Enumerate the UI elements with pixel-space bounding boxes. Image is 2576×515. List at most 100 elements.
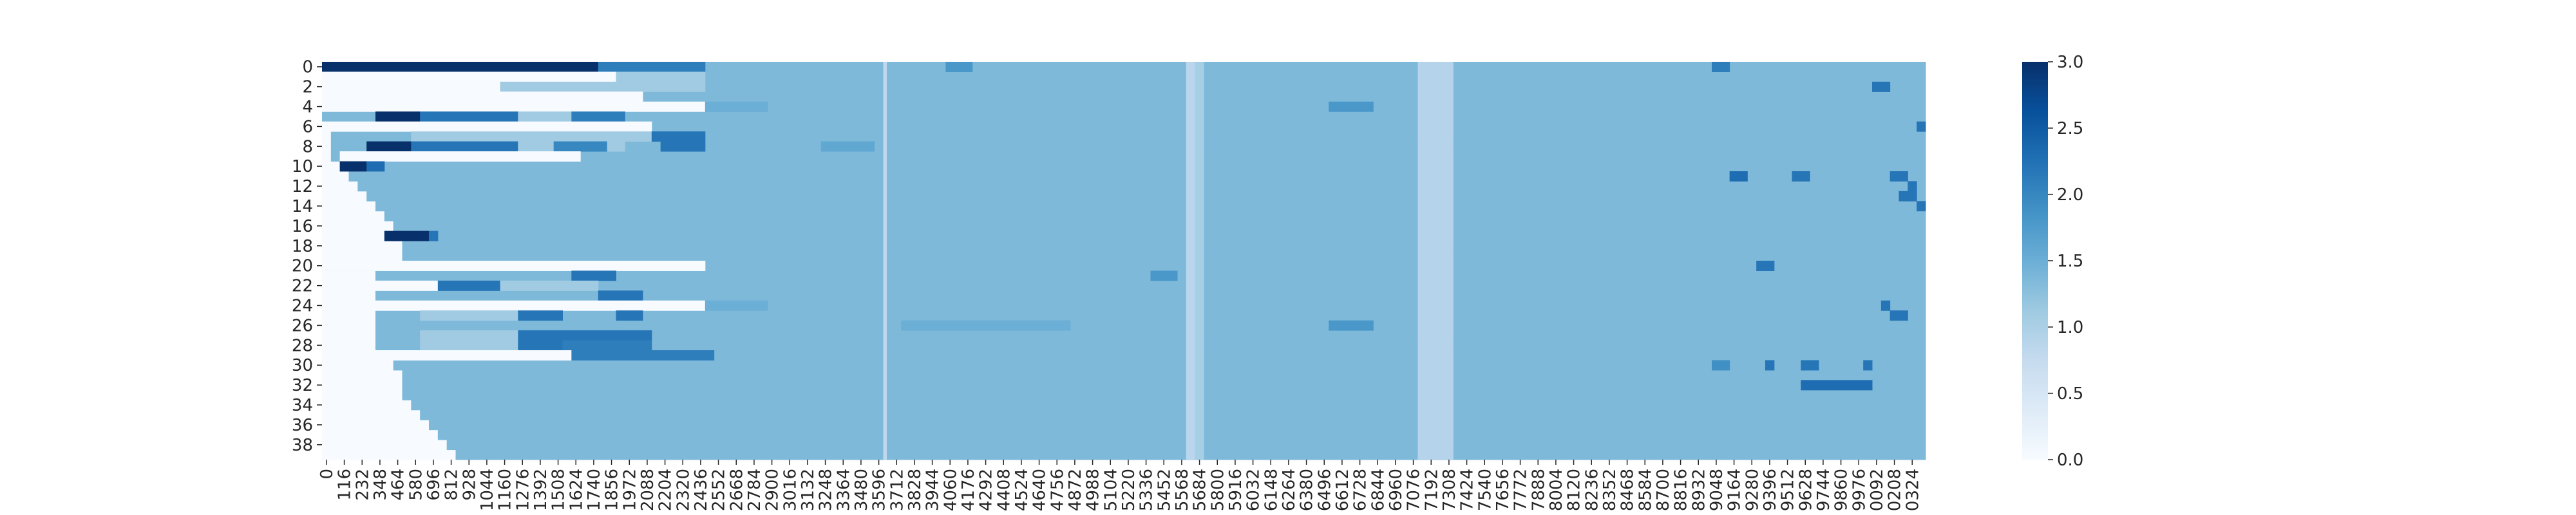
x-tick-label: 9164: [1725, 469, 1745, 511]
heatmap-cell-segment-23: [339, 151, 581, 162]
heatmap-cell-segment-16: [366, 141, 412, 152]
x-tick-label: 580: [406, 469, 426, 501]
x-tick-label: 6496: [1315, 469, 1334, 511]
x-tick-label: 7076: [1405, 469, 1424, 511]
heatmap-cell-segment-28: [322, 261, 706, 271]
x-tick-label: 8468: [1618, 469, 1638, 511]
x-tick-label: 3016: [781, 469, 800, 511]
colorbar-gradient: [2022, 62, 2048, 460]
heatmap-cell-segment-1: [598, 62, 706, 72]
y-tick-label: 34: [292, 396, 313, 415]
x-tick-label: 5336: [1137, 469, 1157, 511]
heatmap-cell-segment-9: [375, 111, 421, 122]
x-tick-label: 6844: [1368, 469, 1388, 511]
heatmap-cell-segment-18: [518, 141, 554, 152]
heatmap-cell-segment-64: [1801, 360, 1819, 371]
heatmap-cell-segment-41: [607, 330, 652, 341]
heatmap-cell-segment-3: [616, 71, 706, 82]
heatmap-cell-segment-22: [820, 141, 875, 152]
heatmap-cell-segment-52: [1792, 171, 1810, 182]
heatmap-row-36: [429, 420, 1926, 431]
heatmap-cell-segment-25: [366, 161, 385, 172]
x-tick-label: 696: [424, 469, 444, 501]
heatmap-row-18: [402, 241, 1926, 252]
heatmap-cell-segment-50: [1917, 121, 1926, 132]
x-tick-label: 4756: [1048, 469, 1067, 511]
heatmap-row-9: [330, 151, 1926, 162]
heatmap-cell-segment-46: [571, 350, 715, 360]
x-tick-label: 6380: [1298, 469, 1317, 511]
y-tick-label: 32: [292, 376, 313, 395]
x-tick-label: 8816: [1672, 469, 1691, 511]
x-tick-label: 1044: [478, 469, 497, 511]
x-tick-label: 116: [336, 469, 355, 501]
y-tick-label: 4: [302, 98, 313, 117]
x-tick-label: 2088: [638, 469, 658, 511]
heatmap-cell-segment-63: [1765, 360, 1775, 371]
heatmap-cell-segment-10: [420, 111, 518, 122]
heatmap-cell-segment-55: [1899, 191, 1917, 201]
x-tick-label: 5916: [1226, 469, 1245, 511]
heatmap-cell-segment-61: [1329, 101, 1374, 112]
heatmap-cell-segment-4: [322, 81, 501, 92]
x-tick-label: 3132: [799, 469, 818, 511]
heatmap-cell-segment-33: [598, 290, 643, 301]
x-tick-label: 4060: [941, 469, 960, 511]
heatmap-cell-segment-14: [411, 131, 652, 142]
heatmap-row-37: [437, 429, 1926, 440]
colorbar-ticks: 0.0 0.5 1.0 1.5 2.0 2.5 3.0: [2048, 53, 2083, 470]
x-tick-label: 6148: [1262, 469, 1281, 511]
heatmap-row-31: [402, 370, 1926, 380]
heatmap-cell-segment-54: [1908, 181, 1917, 192]
heatmap-cell-segment-2: [322, 71, 616, 82]
x-tick-label: 9976: [1850, 469, 1869, 511]
x-tick-label: 4176: [959, 469, 978, 511]
heatmap-cell-segment-17: [411, 141, 518, 152]
x-tick-label: 5220: [1119, 469, 1139, 511]
y-tick-label: 30: [292, 356, 313, 375]
colorbar: [2022, 62, 2048, 460]
heatmap-cell-segment-26: [384, 230, 430, 241]
x-tick-label: 7772: [1511, 469, 1531, 511]
heatmap-row-27: [375, 330, 1926, 341]
heatmap-cell-segment-43: [518, 340, 563, 351]
x-tick-label: 812: [442, 469, 462, 501]
x-tick-label: 9396: [1761, 469, 1780, 511]
heatmap-cell-segment-44: [562, 340, 652, 351]
heatmap-row-12: [357, 181, 1926, 192]
heatmap-cell-segment-8: [705, 101, 768, 112]
x-tick-label: 6612: [1333, 469, 1352, 511]
x-tick-label: 6960: [1387, 469, 1406, 511]
x-tick-label: 5452: [1155, 469, 1174, 511]
heatmap-row-11: [348, 171, 1926, 182]
x-axis: 0116232348464580696812928104411601276139…: [317, 460, 1922, 511]
heatmap-row-33: [402, 389, 1926, 400]
x-tick-label: 6264: [1280, 469, 1299, 511]
heatmap-row-16: [393, 221, 1926, 232]
y-tick-label: 38: [292, 436, 313, 455]
heatmap-row-34: [411, 400, 1926, 411]
y-tick-label: 20: [292, 257, 313, 276]
heatmap-row-13: [366, 191, 1926, 201]
heatmap-row-30: [393, 360, 1926, 371]
x-tick-label: 5800: [1208, 469, 1227, 511]
heatmap-cell-segment-49: [1872, 81, 1891, 92]
colorbar-tick-label: 0.5: [2057, 384, 2083, 404]
heatmap-row-10: [339, 161, 1926, 172]
y-tick-label: 2: [302, 78, 313, 97]
heatmap-row-20: [322, 261, 1926, 271]
heatmap-column-band-1: [1186, 62, 1195, 460]
heatmap-row-28: [375, 340, 1926, 351]
heatmap-cell-segment-29: [571, 270, 616, 281]
heatmap-cell-segment-6: [322, 91, 643, 102]
y-tick-label: 24: [292, 297, 313, 316]
heatmap-cell-segment-24: [339, 161, 367, 172]
x-tick-label: 2668: [727, 469, 746, 511]
x-tick-label: 2436: [692, 469, 711, 511]
heatmap-row-0: [322, 62, 1926, 72]
heatmap-row-6: [330, 121, 1926, 132]
heatmap-cell-segment-34: [322, 300, 706, 311]
colorbar-tick-label: 1.0: [2057, 318, 2083, 337]
heatmap-row-29: [375, 350, 1926, 360]
